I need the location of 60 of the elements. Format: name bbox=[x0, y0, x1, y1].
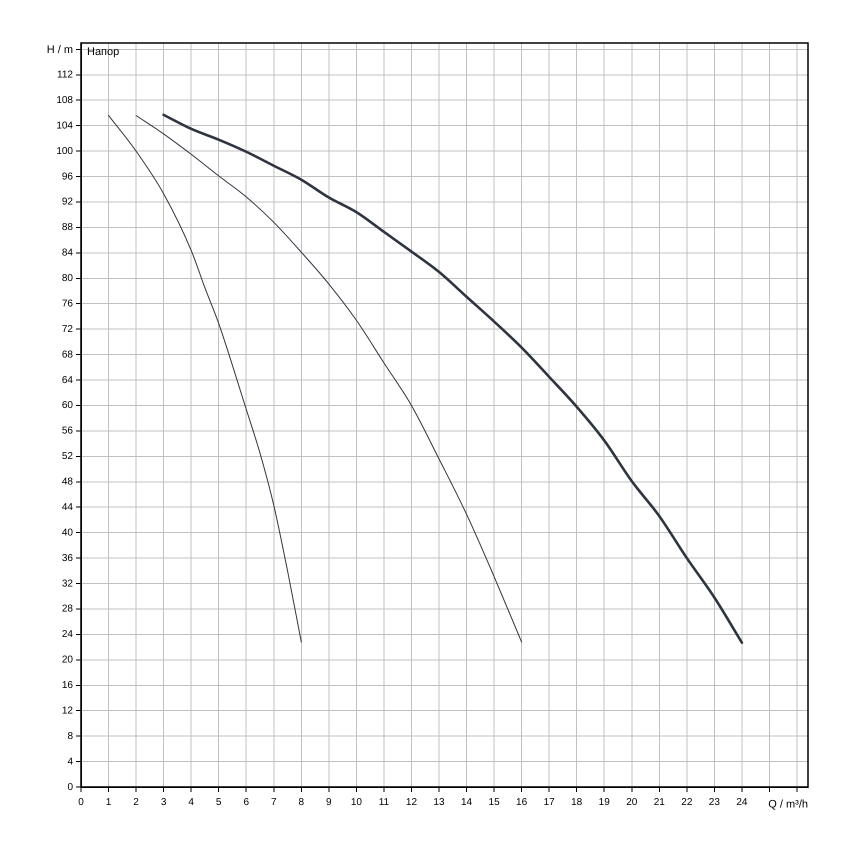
x-tick-label: 19 bbox=[598, 796, 610, 808]
x-tick-label: 16 bbox=[516, 796, 528, 808]
y-tick-label: 4 bbox=[67, 756, 74, 768]
x-tick-label: 24 bbox=[736, 796, 748, 808]
y-tick-label: 92 bbox=[62, 196, 74, 208]
y-tick-label: 76 bbox=[62, 298, 74, 310]
y-tick-label: 0 bbox=[67, 782, 74, 793]
y-tick-label: 96 bbox=[62, 171, 74, 182]
x-axis-title: Q / m³/h bbox=[768, 798, 808, 811]
x-tick-label: 2 bbox=[133, 796, 140, 808]
y-tick-label: 80 bbox=[62, 273, 74, 284]
y-tick-label: 20 bbox=[62, 654, 74, 666]
y-tick-label: 16 bbox=[62, 680, 74, 692]
x-tick-label: 12 bbox=[406, 796, 418, 808]
line-series bbox=[136, 114, 522, 643]
x-tick-label: 23 bbox=[708, 796, 720, 808]
y-tick-label: 56 bbox=[62, 426, 74, 437]
y-tick-label: 88 bbox=[62, 222, 74, 234]
annotation: Напор bbox=[87, 46, 120, 58]
y-tick-label: 12 bbox=[62, 705, 74, 716]
line-series bbox=[108, 114, 302, 643]
x-tick-label: 1 bbox=[106, 796, 112, 808]
y-tick-label: 24 bbox=[62, 629, 74, 640]
y-tick-label: 8 bbox=[67, 730, 74, 742]
x-tick-label: 4 bbox=[188, 796, 194, 808]
x-tick-label: 15 bbox=[488, 796, 500, 808]
y-axis-title: H / m bbox=[46, 44, 73, 56]
y-tick-label: 40 bbox=[62, 527, 74, 538]
y-tick-label: 108 bbox=[56, 94, 74, 106]
x-tick-label: 8 bbox=[298, 796, 305, 808]
y-tick-label: 32 bbox=[62, 578, 74, 590]
y-tick-label: 48 bbox=[62, 476, 74, 488]
x-tick-label: 21 bbox=[654, 796, 666, 808]
x-tick-label: 5 bbox=[216, 796, 222, 808]
y-tick-label: 52 bbox=[62, 451, 74, 462]
y-tick-label: 36 bbox=[62, 552, 74, 564]
y-tick-label: 104 bbox=[56, 120, 74, 132]
x-tick-label: 18 bbox=[571, 796, 583, 808]
x-tick-label: 7 bbox=[270, 796, 277, 808]
y-tick-label: 44 bbox=[62, 502, 74, 513]
x-tick-label: 10 bbox=[350, 796, 362, 808]
x-tick-label: 3 bbox=[160, 796, 167, 808]
x-tick-label: 13 bbox=[433, 796, 445, 808]
x-tick-label: 11 bbox=[378, 796, 390, 808]
line-series bbox=[162, 114, 744, 644]
y-tick-label: 112 bbox=[57, 70, 74, 81]
y-tick-label: 60 bbox=[62, 400, 74, 412]
x-tick-label: 9 bbox=[326, 796, 332, 808]
y-tick-label: 64 bbox=[62, 374, 74, 386]
y-tick-label: 100 bbox=[56, 146, 74, 157]
x-tick-label: 17 bbox=[544, 796, 556, 808]
x-tick-label: 22 bbox=[681, 796, 693, 808]
x-tick-label: 20 bbox=[626, 796, 638, 808]
y-tick-label: 68 bbox=[62, 349, 74, 360]
x-tick-label: 14 bbox=[460, 796, 473, 808]
y-tick-label: 28 bbox=[62, 604, 74, 615]
x-tick-label: 6 bbox=[243, 796, 250, 808]
y-tick-label: 84 bbox=[62, 248, 74, 259]
y-tick-label: 72 bbox=[62, 324, 74, 335]
x-tick-label: 0 bbox=[78, 796, 84, 808]
